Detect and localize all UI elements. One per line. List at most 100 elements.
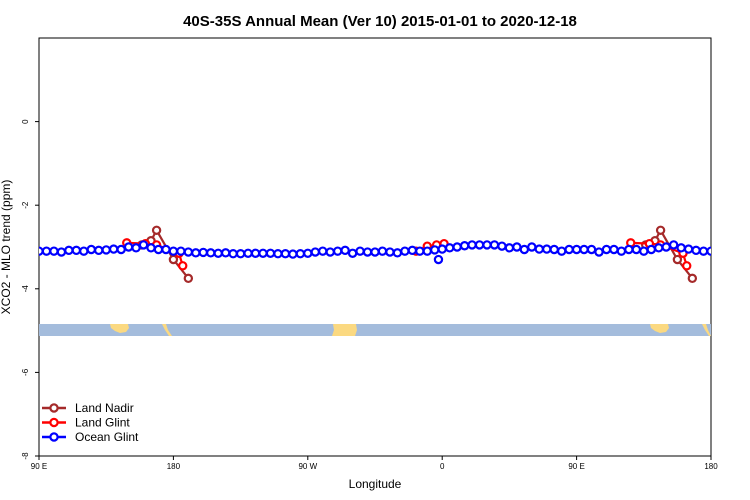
ocean-glint-point <box>549 244 559 255</box>
ocean-glint-point <box>654 243 664 253</box>
ocean-glint-point <box>131 243 141 253</box>
ocean-glint-point <box>86 244 96 255</box>
legend-marker <box>49 432 59 442</box>
land-australia-west <box>110 324 129 333</box>
ocean-glint-point <box>340 245 350 256</box>
ocean-glint-point <box>683 244 694 254</box>
ocean-glint-point <box>108 244 119 254</box>
ocean-glint-point <box>392 248 403 258</box>
land-nadir-point <box>672 254 683 265</box>
ocean-glint-point <box>176 246 186 256</box>
ocean-glint-point <box>295 248 306 259</box>
ocean-glint-point <box>459 241 470 251</box>
ocean-glint-point <box>318 246 328 256</box>
ocean-glint-point <box>288 249 298 259</box>
ocean-glint-point <box>250 248 261 258</box>
ocean-glint-point <box>258 248 268 258</box>
y-axis: 0 -2 -4 -6 -8 <box>21 119 39 460</box>
ocean-glint-point <box>94 245 104 256</box>
ocean-glint-point <box>183 247 194 257</box>
ocean-glint-point <box>213 248 223 258</box>
ocean-glint-point <box>370 247 380 257</box>
ocean-glint-point <box>661 242 671 252</box>
ocean-glint-point <box>564 244 574 255</box>
ocean-glint-point <box>116 244 126 255</box>
ocean-glint-point <box>310 247 320 257</box>
ocean-glint-point <box>235 248 246 259</box>
land-new-zealand-west <box>162 324 172 336</box>
plot-area <box>38 37 712 457</box>
ocean-glint-point <box>571 244 582 255</box>
ocean-glint-point <box>556 246 567 256</box>
ocean-glint-point <box>706 246 711 256</box>
land-glint-point <box>178 261 188 271</box>
ocean-glint-point <box>452 242 462 252</box>
ocean-glint-point <box>400 246 410 256</box>
land-nadir-point <box>151 225 162 235</box>
x-tick-label: 180 <box>167 462 181 471</box>
ocean-glint-point <box>168 246 179 256</box>
ocean-glint-point <box>407 245 418 256</box>
land-south-america <box>332 324 357 336</box>
ocean-glint-point <box>243 248 253 258</box>
x-tick-label: 90 W <box>298 462 317 471</box>
ocean-glint-point <box>609 244 619 255</box>
legend-label: Ocean Glint <box>75 430 139 444</box>
ocean-glint-point <box>220 248 231 258</box>
ocean-glint-point <box>482 240 492 250</box>
x-tick-label: 180 <box>704 462 718 471</box>
ocean-glint-point <box>355 246 365 256</box>
x-tick-label: 0 <box>440 462 445 471</box>
ocean-glint-point <box>191 248 201 258</box>
legend-item-ocean-glint: Ocean Glint <box>42 430 139 444</box>
ocean-glint-point <box>668 240 679 250</box>
ocean-glint-point <box>347 248 358 258</box>
ocean-glint-point <box>676 243 686 253</box>
ocean-glint-point <box>146 243 156 253</box>
ocean-glint-point <box>691 245 701 256</box>
y-tick-label: -2 <box>21 201 30 209</box>
legend-marker <box>49 417 59 428</box>
y-tick-label: -4 <box>21 285 30 293</box>
x-axis-label: Longitude <box>349 477 402 491</box>
ocean-glint-point <box>422 246 432 256</box>
y-axis-label: XCO2 - MLO trend (ppm) <box>0 180 13 315</box>
ocean-glint-point <box>519 244 530 255</box>
ocean-glint-point <box>624 244 634 255</box>
ocean-glint-point <box>601 244 612 255</box>
y-tick-label: 0 <box>21 119 30 124</box>
ocean-glint-point <box>542 244 552 254</box>
ocean-glint-point <box>303 248 313 258</box>
x-tick-label: 90 E <box>568 462 584 471</box>
ocean-glint-point <box>433 254 444 265</box>
ocean-glint-point <box>49 246 59 256</box>
land-nadir-point <box>168 254 179 265</box>
land-nadir-point <box>183 273 194 284</box>
ocean-glint-point <box>56 247 67 257</box>
legend-label: Land Glint <box>75 416 130 430</box>
ocean-glint-point <box>415 246 425 256</box>
ocean-glint-point <box>474 240 485 250</box>
ocean-glint-point <box>153 244 164 255</box>
ocean-glint-point <box>444 243 455 253</box>
ocean-glint-point <box>639 246 649 256</box>
legend-item-land-glint: Land Glint <box>42 416 130 430</box>
ocean-glint-point <box>123 242 134 252</box>
ocean-glint-point <box>579 244 589 255</box>
y-tick-label: -6 <box>21 368 30 376</box>
ocean-glint-point <box>586 244 597 255</box>
series-layer <box>39 225 711 284</box>
ocean-glint-point <box>527 242 537 252</box>
ocean-glint-point <box>362 247 373 257</box>
land-glint-point <box>682 261 692 271</box>
ocean-glint-point <box>273 248 283 259</box>
ocean-glint-point <box>437 244 447 254</box>
ocean-glint-point <box>101 245 111 255</box>
ocean-glint-point <box>512 242 522 252</box>
ocean-glint-point <box>698 246 709 256</box>
ocean-glint-point <box>325 247 335 257</box>
land-australia-east <box>650 324 669 333</box>
ocean-glint-point <box>497 241 507 251</box>
